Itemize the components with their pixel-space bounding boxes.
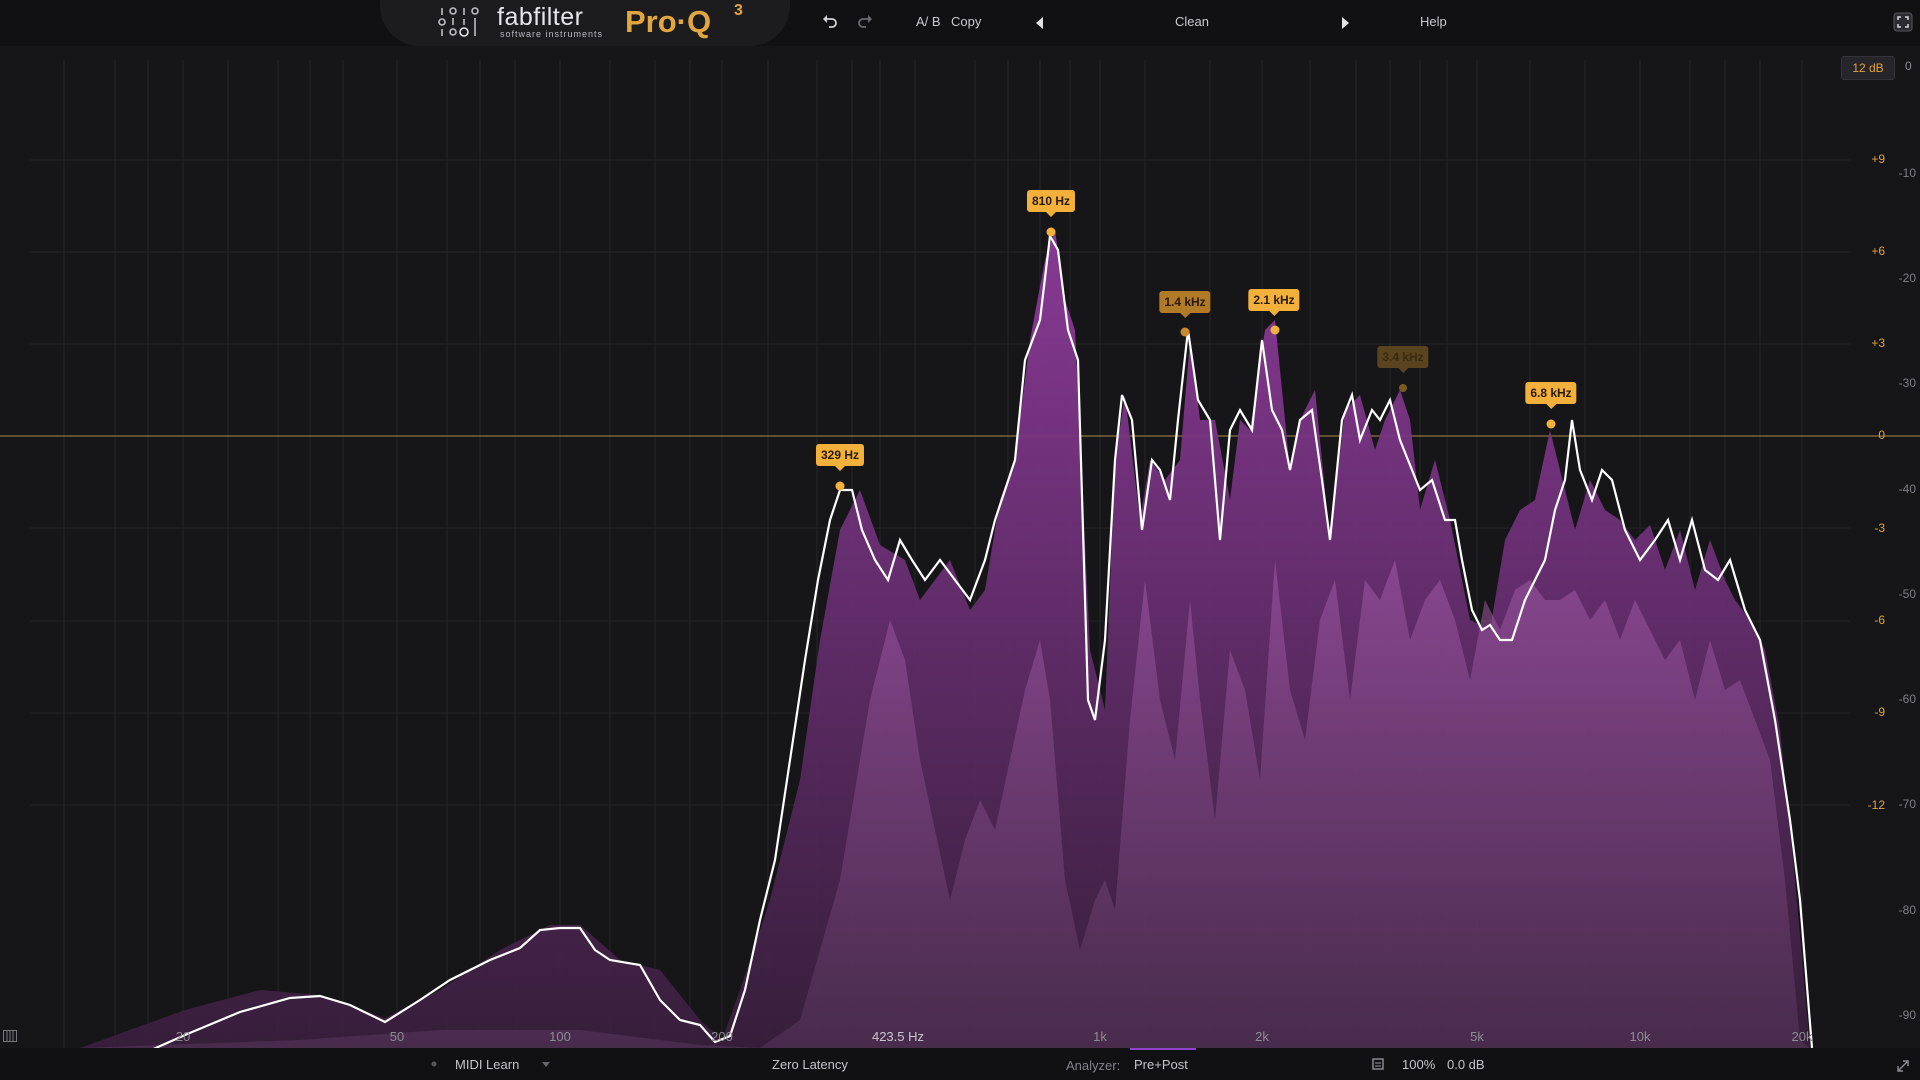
analyzer-scale-label: -40	[1898, 482, 1916, 496]
band-label-6-8khz[interactable]: 6.8 kHz	[1525, 382, 1577, 409]
analyzer-scale-label: -90	[1898, 1008, 1916, 1022]
band-label-329hz[interactable]: 329 Hz	[815, 444, 865, 471]
band-label-2-1khz[interactable]: 2.1 kHz	[1248, 289, 1300, 316]
analyzer-active-indicator	[1130, 1048, 1196, 1050]
eq-scale-label: +6	[1871, 244, 1885, 258]
output-settings-icon[interactable]	[1372, 1058, 1384, 1070]
eq-scale-label: -9	[1874, 705, 1885, 719]
product-version: 3	[734, 2, 743, 19]
piano-icon[interactable]	[3, 1030, 17, 1042]
latency-mode-button[interactable]: Zero Latency	[772, 1057, 848, 1072]
band-handle-810hz[interactable]	[1046, 227, 1056, 237]
analyzer-scale-label: -20	[1898, 271, 1916, 285]
analyzer-scale-label: -10	[1898, 166, 1916, 180]
undo-icon[interactable]	[821, 13, 839, 31]
eq-curve[interactable]	[95, 232, 1814, 1048]
output-mix-value[interactable]: 100%	[1402, 1057, 1436, 1072]
freq-label: 5k	[1470, 1029, 1484, 1044]
help-button[interactable]: Help	[1420, 14, 1447, 29]
analyzer-mode-button[interactable]: Pre+Post	[1134, 1057, 1188, 1072]
next-preset-icon[interactable]	[1340, 17, 1350, 29]
analyzer-label: Analyzer:	[1066, 1058, 1121, 1073]
freq-label: 20k	[1791, 1029, 1813, 1044]
analyzer-scale-label: -80	[1898, 903, 1916, 917]
product-name: Pro·Q	[625, 4, 712, 39]
band-handle-6-8khz[interactable]	[1546, 419, 1556, 429]
band-handles[interactable]	[835, 227, 1556, 491]
eq-scale-label: -6	[1874, 613, 1885, 627]
fullscreen-icon[interactable]	[1893, 12, 1913, 32]
band-handle-329hz[interactable]	[835, 481, 845, 491]
band-handle-3-4khz[interactable]	[1399, 384, 1407, 392]
eq-scale-label: -12	[1867, 798, 1885, 812]
ab-compare-button[interactable]: A/ B	[916, 14, 941, 29]
preset-name[interactable]: Clean	[1175, 14, 1209, 29]
analyzer-scale-label: -30	[1898, 376, 1916, 390]
output-gain-value[interactable]: 0.0 dB	[1447, 1057, 1485, 1072]
freq-label: 100	[549, 1029, 571, 1044]
band-label-1-4khz[interactable]: 1.4 kHz	[1159, 291, 1211, 318]
logo-panel	[380, 0, 790, 46]
band-label-810hz[interactable]: 810 Hz	[1026, 190, 1076, 217]
midi-learn-button[interactable]: MIDI Learn	[455, 1057, 520, 1072]
brand-subtitle: software instruments	[500, 29, 604, 39]
prev-preset-icon[interactable]	[1035, 17, 1045, 29]
eq-display[interactable]	[0, 46, 1920, 1048]
brand-name: fabfilter	[497, 3, 584, 31]
eq-scale-label: +9	[1871, 152, 1885, 166]
freq-label: 20	[175, 1029, 191, 1044]
copy-button[interactable]: Copy	[951, 14, 982, 29]
redo-icon[interactable]	[856, 13, 874, 31]
freq-cursor-readout: 423.5 Hz	[871, 1029, 925, 1044]
midi-dropdown-icon[interactable]	[541, 1061, 551, 1069]
analyzer-scale-label: -70	[1898, 797, 1916, 811]
top-toolbar	[0, 0, 1920, 46]
eq-scale-label: -3	[1874, 521, 1885, 535]
freq-label: 2k	[1255, 1029, 1269, 1044]
resize-icon[interactable]	[1895, 1058, 1911, 1074]
logo-icon[interactable]	[437, 5, 483, 39]
analyzer-scale-label: -50	[1898, 587, 1916, 601]
band-handle-1-4khz[interactable]	[1180, 327, 1190, 337]
band-handle-2-1khz[interactable]	[1270, 325, 1280, 335]
midi-indicator-icon	[431, 1061, 437, 1067]
display-range-button[interactable]: 12 dB	[1841, 56, 1895, 80]
bottom-bar	[0, 1048, 1920, 1080]
band-label-3-4khz[interactable]: 3.4 kHz	[1377, 346, 1429, 373]
post-spectrum	[80, 560, 1810, 1048]
eq-scale-label: +3	[1871, 336, 1885, 350]
eq-scale-label: 0	[1878, 428, 1885, 442]
analyzer-range-zero: 0	[1905, 59, 1912, 73]
freq-label: 10k	[1629, 1029, 1651, 1044]
freq-label: 50	[389, 1029, 405, 1044]
analyzer-scale-label: -60	[1898, 692, 1916, 706]
freq-label: 200	[711, 1029, 733, 1044]
freq-label: 1k	[1093, 1029, 1107, 1044]
